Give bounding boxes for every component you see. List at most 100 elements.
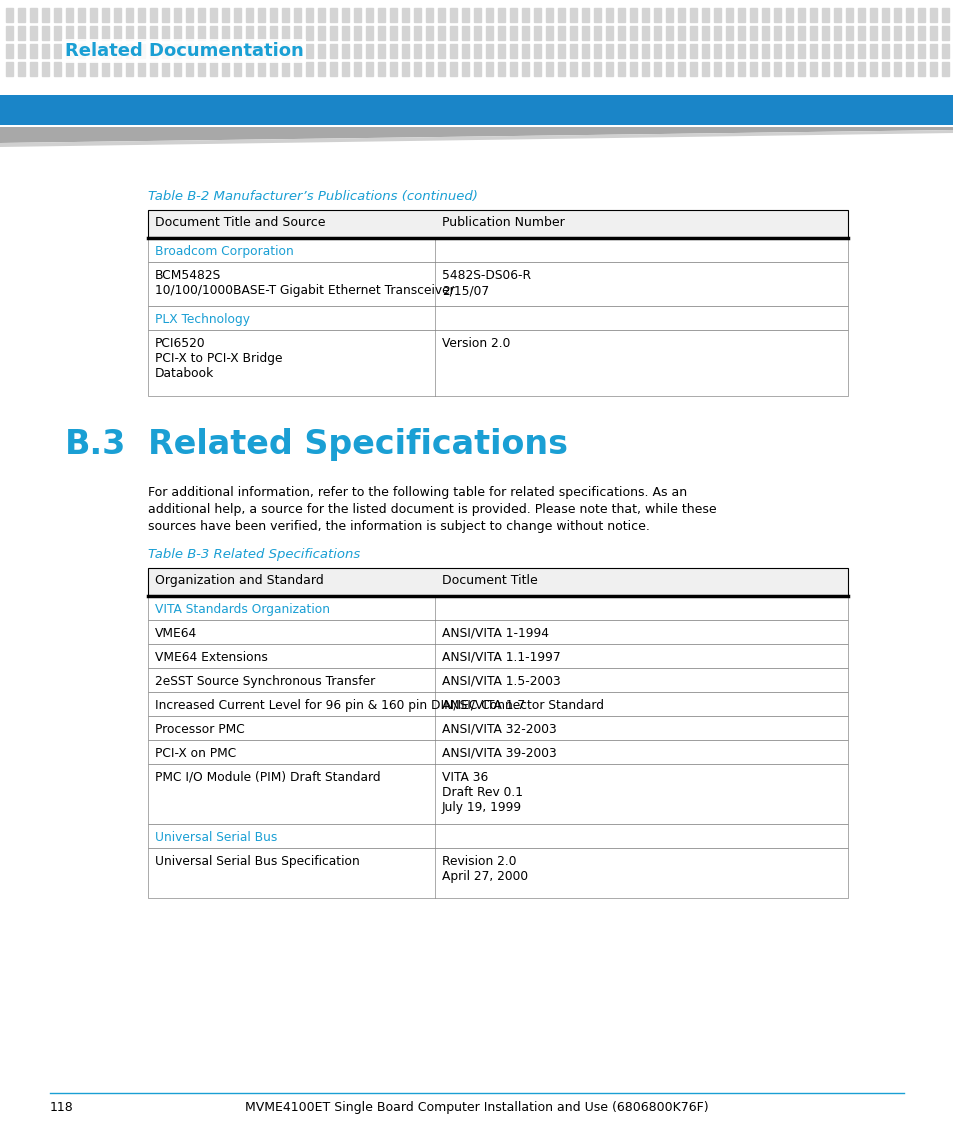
Bar bbox=[641, 26, 648, 40]
Bar bbox=[761, 8, 768, 22]
Bar bbox=[294, 44, 301, 58]
Bar bbox=[138, 8, 145, 22]
Bar bbox=[78, 26, 85, 40]
Bar bbox=[233, 8, 241, 22]
Bar bbox=[654, 44, 660, 58]
Bar bbox=[366, 62, 373, 76]
Bar bbox=[845, 8, 852, 22]
Bar bbox=[809, 8, 816, 22]
Bar bbox=[893, 26, 900, 40]
Text: 10/100/1000BASE-T Gigabit Ethernet Transceiver: 10/100/1000BASE-T Gigabit Ethernet Trans… bbox=[154, 284, 455, 297]
Bar bbox=[257, 44, 265, 58]
Bar bbox=[869, 8, 876, 22]
Bar bbox=[222, 26, 229, 40]
Bar bbox=[618, 44, 624, 58]
Bar bbox=[558, 44, 564, 58]
Bar bbox=[437, 62, 444, 76]
Bar bbox=[761, 62, 768, 76]
Bar bbox=[354, 44, 360, 58]
Bar bbox=[605, 44, 613, 58]
Bar bbox=[414, 26, 420, 40]
Bar bbox=[641, 8, 648, 22]
Bar bbox=[809, 26, 816, 40]
Text: Organization and Standard: Organization and Standard bbox=[154, 574, 323, 587]
Bar bbox=[474, 62, 480, 76]
Text: 2eSST Source Synchronous Transfer: 2eSST Source Synchronous Transfer bbox=[154, 676, 375, 688]
Text: ANSI/VITA 1.7: ANSI/VITA 1.7 bbox=[441, 698, 524, 712]
Bar bbox=[594, 26, 600, 40]
Text: VME64: VME64 bbox=[154, 627, 197, 640]
Bar bbox=[809, 44, 816, 58]
Bar bbox=[605, 62, 613, 76]
Bar bbox=[6, 26, 13, 40]
Bar bbox=[210, 8, 216, 22]
Bar bbox=[42, 62, 49, 76]
Polygon shape bbox=[0, 131, 953, 147]
Bar bbox=[306, 62, 313, 76]
Bar bbox=[749, 62, 757, 76]
Bar bbox=[689, 26, 697, 40]
Text: ANSI/VITA 1.1-1997: ANSI/VITA 1.1-1997 bbox=[441, 652, 560, 664]
Bar bbox=[366, 8, 373, 22]
Bar bbox=[150, 44, 157, 58]
Bar bbox=[126, 8, 132, 22]
Bar bbox=[401, 62, 409, 76]
Bar bbox=[594, 8, 600, 22]
Bar bbox=[629, 26, 637, 40]
Bar bbox=[173, 62, 181, 76]
Bar bbox=[162, 62, 169, 76]
Text: Revision 2.0: Revision 2.0 bbox=[441, 855, 516, 868]
Bar bbox=[282, 26, 289, 40]
Bar bbox=[148, 262, 847, 306]
Bar bbox=[186, 8, 193, 22]
Bar bbox=[629, 8, 637, 22]
Bar bbox=[150, 26, 157, 40]
Bar bbox=[426, 62, 433, 76]
Text: additional help, a source for the listed document is provided. Please note that,: additional help, a source for the listed… bbox=[148, 503, 716, 516]
Bar bbox=[148, 692, 847, 716]
Bar bbox=[689, 62, 697, 76]
Bar bbox=[233, 62, 241, 76]
Text: 2/15/07: 2/15/07 bbox=[441, 284, 489, 297]
Bar bbox=[30, 8, 37, 22]
Bar bbox=[569, 44, 577, 58]
Bar bbox=[689, 8, 697, 22]
Bar bbox=[749, 44, 757, 58]
Bar bbox=[761, 44, 768, 58]
Bar bbox=[665, 44, 672, 58]
Bar bbox=[138, 44, 145, 58]
Bar bbox=[414, 8, 420, 22]
Bar bbox=[246, 26, 253, 40]
Bar bbox=[186, 44, 193, 58]
Bar bbox=[138, 62, 145, 76]
Bar bbox=[294, 8, 301, 22]
Text: Related Documentation: Related Documentation bbox=[65, 42, 303, 60]
Bar bbox=[929, 44, 936, 58]
Bar bbox=[569, 8, 577, 22]
Bar bbox=[450, 62, 456, 76]
Text: 118: 118 bbox=[50, 1101, 73, 1114]
Bar bbox=[233, 26, 241, 40]
Bar bbox=[749, 26, 757, 40]
Bar bbox=[6, 62, 13, 76]
Bar bbox=[497, 62, 504, 76]
Bar bbox=[126, 62, 132, 76]
Bar bbox=[857, 62, 864, 76]
Bar bbox=[437, 8, 444, 22]
Bar bbox=[510, 62, 517, 76]
Bar bbox=[390, 62, 396, 76]
Bar bbox=[594, 62, 600, 76]
Bar bbox=[377, 44, 385, 58]
Bar bbox=[905, 44, 912, 58]
Bar bbox=[198, 26, 205, 40]
Bar bbox=[738, 44, 744, 58]
Bar bbox=[821, 8, 828, 22]
Bar bbox=[306, 26, 313, 40]
Text: ANSI/VITA 1.5-2003: ANSI/VITA 1.5-2003 bbox=[441, 676, 560, 688]
Bar bbox=[785, 62, 792, 76]
Bar bbox=[102, 8, 109, 22]
Bar bbox=[917, 62, 924, 76]
Bar bbox=[497, 26, 504, 40]
Bar bbox=[18, 26, 25, 40]
Bar bbox=[461, 8, 469, 22]
